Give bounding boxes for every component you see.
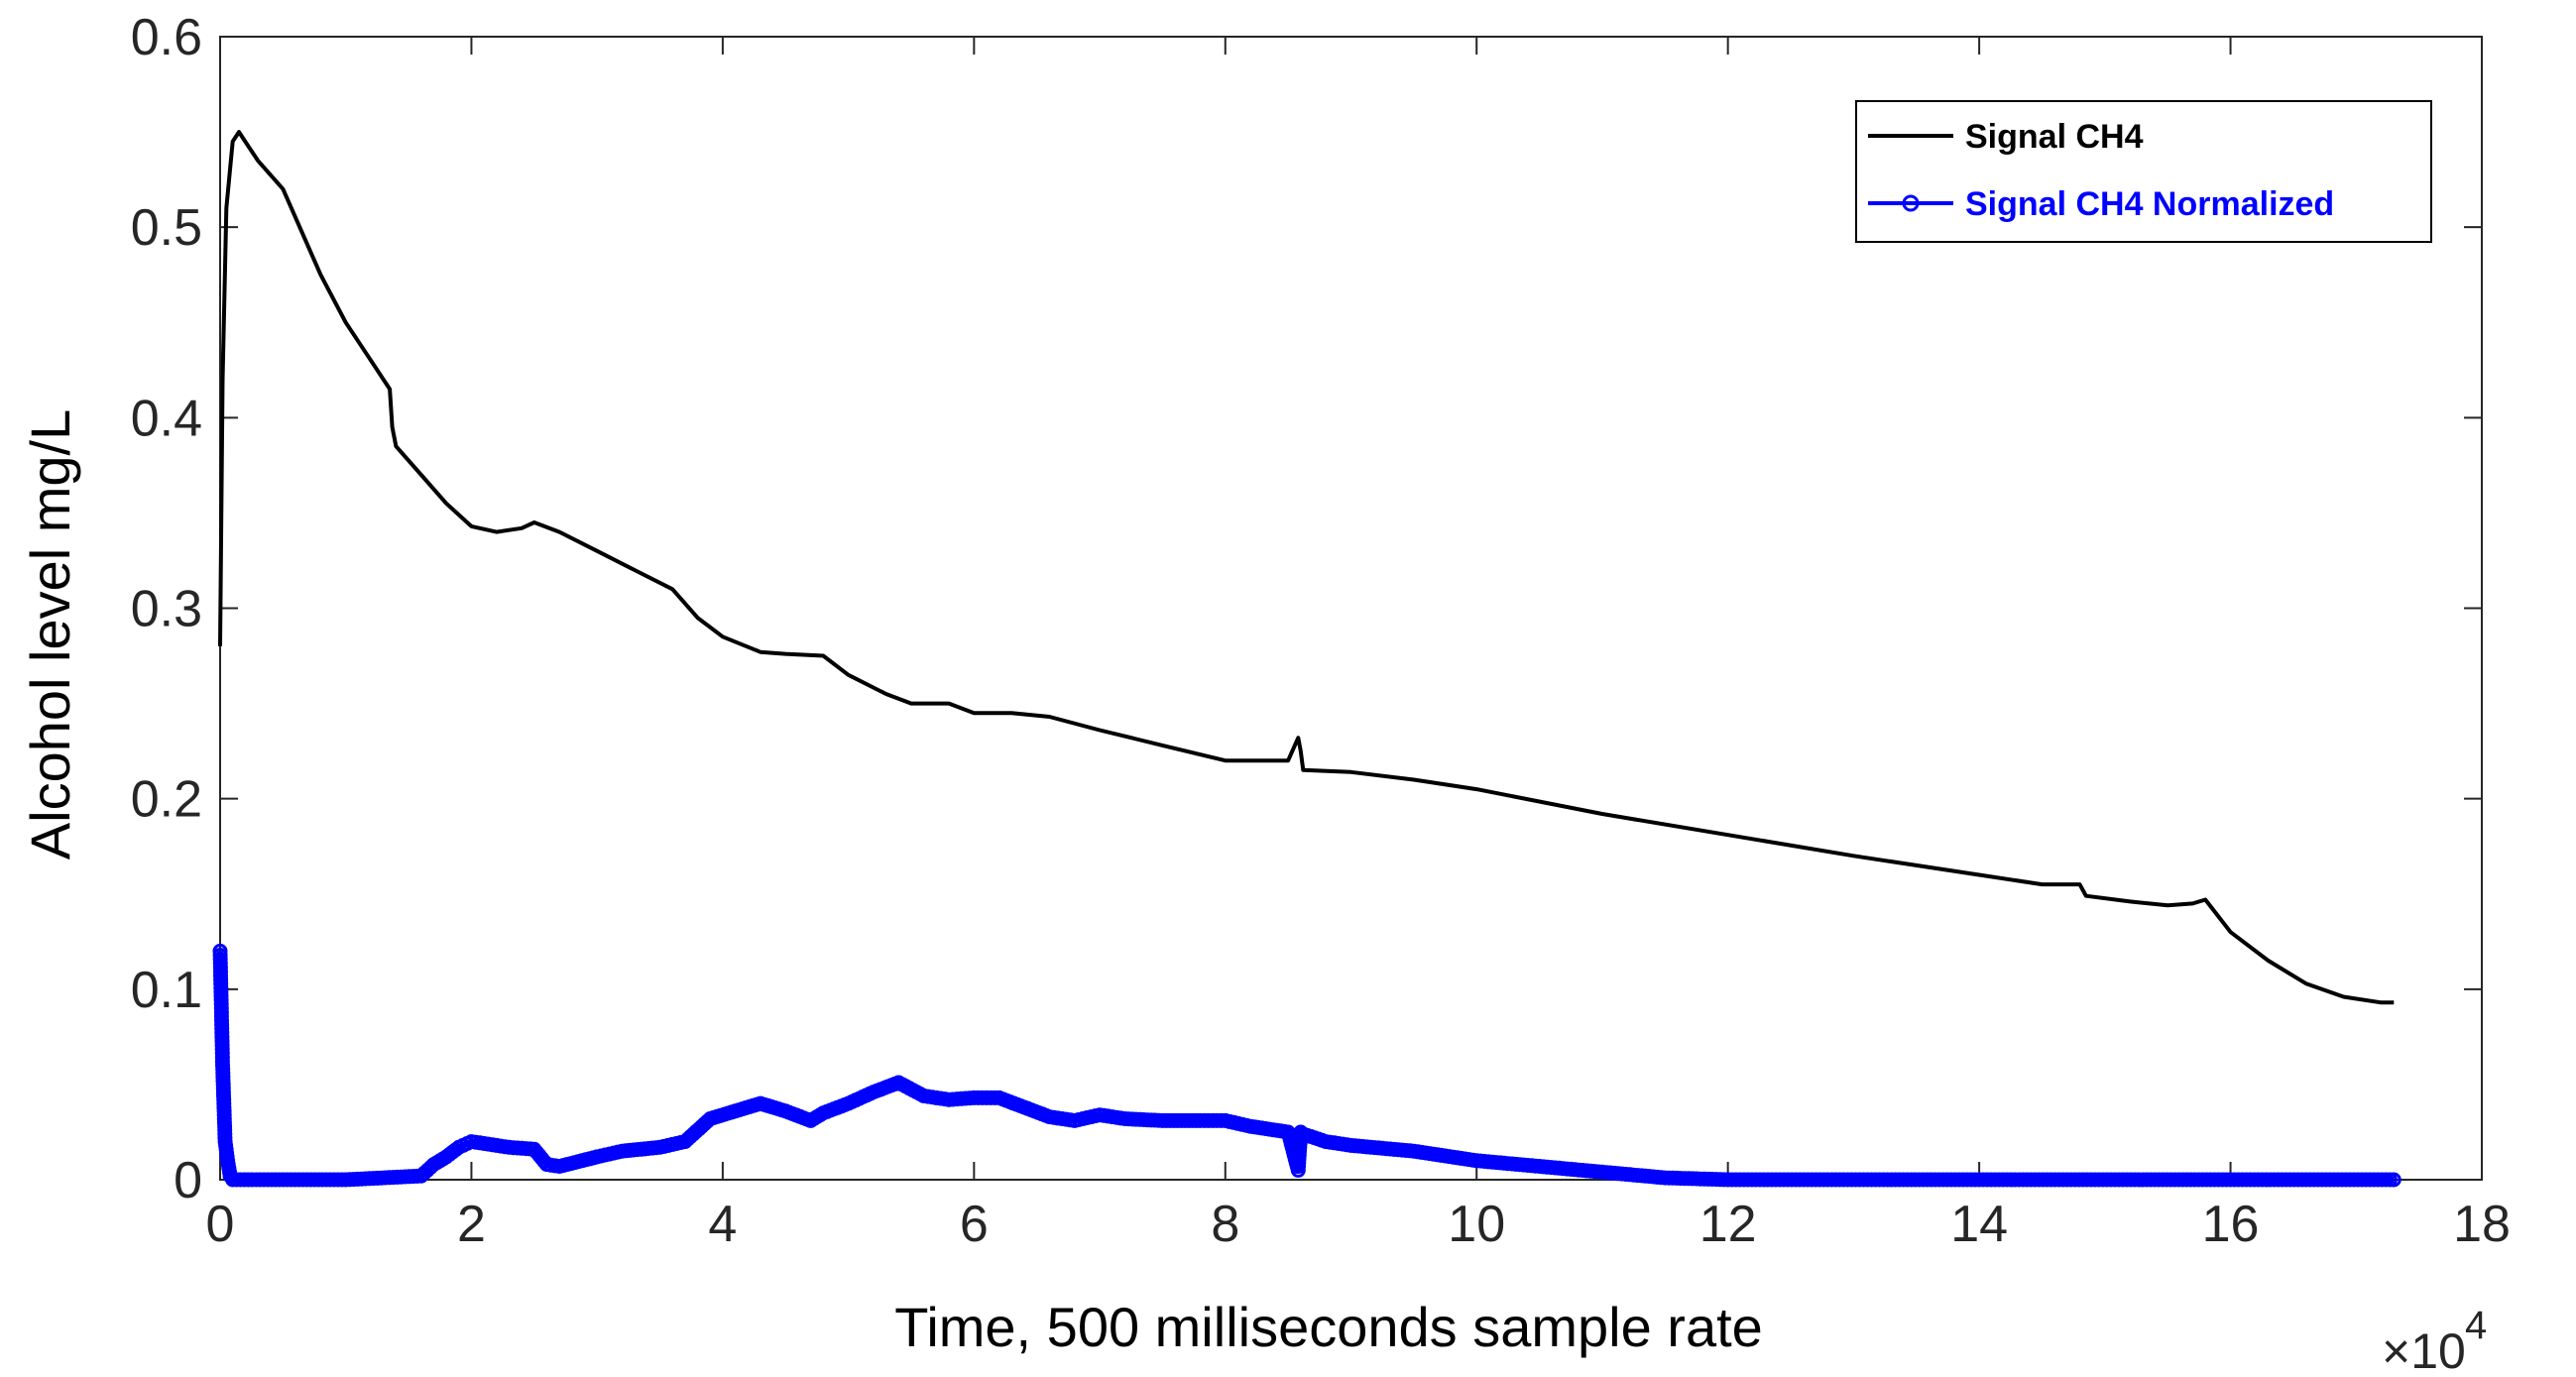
series-line [218,130,2395,1005]
y-tick-label: 0.1 [131,962,202,1019]
legend-label-signal-ch4-normalized: Signal CH4 Normalized [1965,185,2334,223]
x-tick-label: 12 [1699,1196,1757,1253]
x-multiplier-exponent: 4 [2465,1304,2487,1347]
series-signal-ch4-normalized [212,943,2401,1188]
y-tick-label: 0.6 [131,9,202,66]
x-tick-label: 0 [206,1196,235,1253]
x-tick-label: 16 [2202,1196,2260,1253]
y-tick-label: 0.2 [131,771,202,829]
data-point [2386,1172,2401,1188]
y-tick-label: 0.4 [131,390,202,447]
x-tick-label: 14 [1950,1196,2008,1253]
y-tick-label: 0 [174,1152,202,1209]
x-multiplier-text: ×10 [2382,1323,2466,1377]
series-signal-ch4 [218,130,2395,1005]
y-axis-label: Alcohol level mg/L [19,409,81,860]
series-layer [212,130,2401,1188]
x-exponent-label: ×10 4 [2382,1304,2487,1377]
legend-marker-signal-ch4-normalized [1902,194,1920,212]
x-tick-label: 2 [457,1196,486,1253]
x-tick-label: 8 [1211,1196,1239,1253]
x-tick-label: 18 [2453,1196,2511,1253]
legend-label-signal-ch4: Signal CH4 [1965,118,2144,156]
legend: Signal CH4 Signal CH4 Normalized [1855,100,2432,243]
x-tick-label: 4 [708,1196,737,1253]
y-tick-label: 0.5 [131,199,202,257]
tick-labels: 0 2 4 6 8 10 12 14 16 18 0 0.1 0.2 0.3 0.4 0.5 0.6 [131,9,2511,1253]
x-tick-label: 6 [960,1196,989,1253]
legend-box [1855,100,2432,243]
y-tick-label: 0.3 [131,581,202,638]
x-tick-label: 10 [1448,1196,1505,1253]
x-axis-label: Time, 500 milliseconds sample rate [894,1296,1763,1358]
